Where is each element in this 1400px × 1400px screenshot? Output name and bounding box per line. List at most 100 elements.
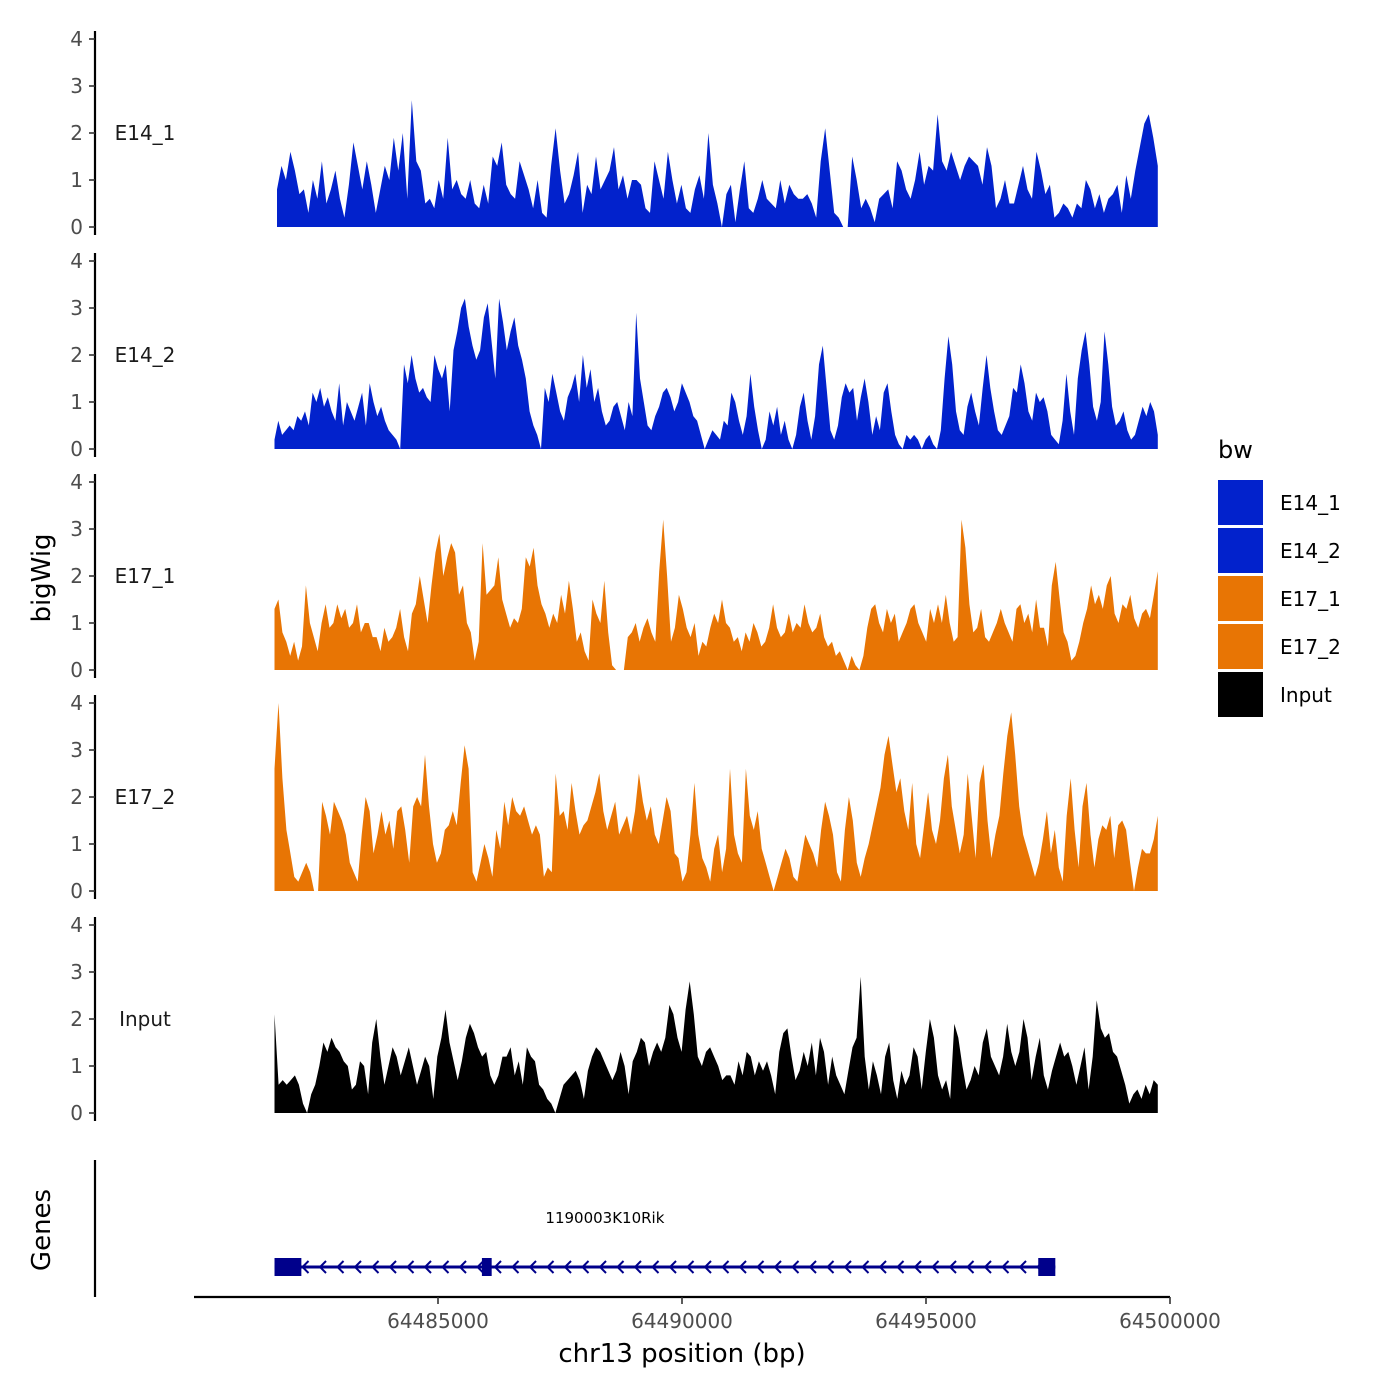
legend-swatch bbox=[1218, 480, 1263, 525]
y-tick-label: 1 bbox=[70, 168, 83, 192]
strand-arrow bbox=[913, 1260, 922, 1274]
strand-arrow bbox=[966, 1260, 975, 1274]
genes-panel: 1190003K10Rik bbox=[93, 1160, 1056, 1297]
strand-arrow bbox=[598, 1260, 607, 1274]
y-tick-label: 3 bbox=[70, 517, 83, 541]
strand-arrow bbox=[861, 1260, 870, 1274]
strand-arrow bbox=[581, 1260, 590, 1274]
strand-arrow bbox=[843, 1260, 852, 1274]
strand-arrow bbox=[756, 1260, 765, 1274]
y-tick-label: 2 bbox=[70, 564, 83, 588]
y-tick-label: 0 bbox=[70, 658, 83, 682]
y-tick-label: 1 bbox=[70, 611, 83, 635]
track-Input: 0 1 2 3 4 Input bbox=[70, 913, 1158, 1125]
strand-arrow bbox=[791, 1260, 800, 1274]
x-tick-label: 64500000 bbox=[1119, 1309, 1221, 1333]
strand-arrow bbox=[931, 1260, 940, 1274]
y-tick-label: 3 bbox=[70, 74, 83, 98]
legend-title: bw bbox=[1218, 436, 1253, 464]
signal-area-E14_2 bbox=[274, 298, 1158, 449]
y-tick-label: 0 bbox=[70, 215, 83, 239]
signal-area-Input bbox=[274, 976, 1158, 1113]
y-tick-label: 3 bbox=[70, 960, 83, 984]
y-tick-label: 2 bbox=[70, 785, 83, 809]
gene-1190003K10Rik: 1190003K10Rik bbox=[274, 1209, 1056, 1276]
legend-swatch bbox=[1218, 624, 1263, 669]
strand-arrow bbox=[703, 1260, 712, 1274]
legend-item-E17_1: E17_1 bbox=[1218, 576, 1341, 621]
y-tick-label: 2 bbox=[70, 343, 83, 367]
strand-arrow bbox=[423, 1260, 432, 1274]
track-label: E17_1 bbox=[115, 564, 176, 588]
strand-arrow bbox=[738, 1260, 747, 1274]
strand-arrow bbox=[1018, 1260, 1027, 1274]
signal-area-E17_2 bbox=[274, 703, 1158, 891]
y-tick-label: 2 bbox=[70, 1007, 83, 1031]
x-tick-label: 64490000 bbox=[631, 1309, 733, 1333]
strand-arrow bbox=[546, 1260, 555, 1274]
legend-swatch bbox=[1218, 528, 1263, 573]
y-tick-label: 4 bbox=[70, 691, 83, 715]
y-tick-label: 2 bbox=[70, 121, 83, 145]
legend-label: E14_2 bbox=[1280, 539, 1341, 563]
signal-area-E14_1 bbox=[277, 100, 1158, 227]
tracks-layer: 0 1 2 3 4 E14_1 0 1 2 3 4 E14_2 0 1 2 3 4 E17_1 0 1 2 3 4 E17_2… bbox=[70, 27, 1158, 1125]
strand-arrow bbox=[511, 1260, 520, 1274]
strand-arrow bbox=[301, 1260, 310, 1274]
legend-item-Input: Input bbox=[1218, 672, 1332, 717]
strand-arrow bbox=[336, 1260, 345, 1274]
exon bbox=[481, 1258, 492, 1276]
strand-arrow bbox=[948, 1260, 957, 1274]
track-label: E14_1 bbox=[115, 121, 176, 145]
strand-arrow bbox=[1001, 1260, 1010, 1274]
track-label: Input bbox=[119, 1007, 171, 1031]
strand-arrow bbox=[318, 1260, 327, 1274]
genes-axis-title: Genes bbox=[27, 1189, 57, 1271]
legend: bw E14_1 E14_2 E17_1 E17_2 Input bbox=[1218, 436, 1341, 717]
legend-item-E17_2: E17_2 bbox=[1218, 624, 1341, 669]
strand-arrow bbox=[633, 1260, 642, 1274]
legend-item-E14_1: E14_1 bbox=[1218, 480, 1341, 525]
y-tick-label: 0 bbox=[70, 1101, 83, 1125]
x-axis: 64485000 64490000 64495000 64500000 bbox=[194, 1295, 1221, 1333]
strand-arrow bbox=[458, 1260, 467, 1274]
strand-arrow bbox=[528, 1260, 537, 1274]
exon bbox=[1038, 1258, 1056, 1276]
x-tick-label: 64485000 bbox=[387, 1309, 489, 1333]
y-tick-label: 0 bbox=[70, 437, 83, 461]
y-tick-label: 0 bbox=[70, 879, 83, 903]
y-tick-label: 4 bbox=[70, 913, 83, 937]
y-tick-label: 4 bbox=[70, 470, 83, 494]
legend-swatch bbox=[1218, 672, 1263, 717]
y-tick-label: 3 bbox=[70, 296, 83, 320]
strand-arrow bbox=[668, 1260, 677, 1274]
strand-arrow bbox=[353, 1260, 362, 1274]
strand-arrow bbox=[651, 1260, 660, 1274]
strand-arrow bbox=[476, 1260, 485, 1274]
track-E17_1: 0 1 2 3 4 E17_1 bbox=[70, 470, 1158, 682]
strand-arrow bbox=[493, 1260, 502, 1274]
y-tick-label: 1 bbox=[70, 832, 83, 856]
strand-arrow bbox=[826, 1260, 835, 1274]
exon bbox=[274, 1258, 302, 1276]
signal-area-E17_1 bbox=[274, 519, 1158, 670]
track-label: E17_2 bbox=[115, 785, 176, 809]
strand-arrow bbox=[808, 1260, 817, 1274]
legend-swatch bbox=[1218, 576, 1263, 621]
y-tick-label: 1 bbox=[70, 1054, 83, 1078]
strand-arrow bbox=[616, 1260, 625, 1274]
strand-arrow bbox=[563, 1260, 572, 1274]
strand-arrow bbox=[441, 1260, 450, 1274]
strand-arrow bbox=[896, 1260, 905, 1274]
legend-label: E14_1 bbox=[1280, 491, 1341, 515]
legend-label: E17_2 bbox=[1280, 635, 1341, 659]
strand-arrow bbox=[721, 1260, 730, 1274]
strand-arrow bbox=[773, 1260, 782, 1274]
y-tick-label: 4 bbox=[70, 249, 83, 273]
y-tick-label: 3 bbox=[70, 738, 83, 762]
strand-arrow bbox=[388, 1260, 397, 1274]
track-E14_1: 0 1 2 3 4 E14_1 bbox=[70, 27, 1158, 239]
legend-label: E17_1 bbox=[1280, 587, 1341, 611]
strand-arrow bbox=[371, 1260, 380, 1274]
